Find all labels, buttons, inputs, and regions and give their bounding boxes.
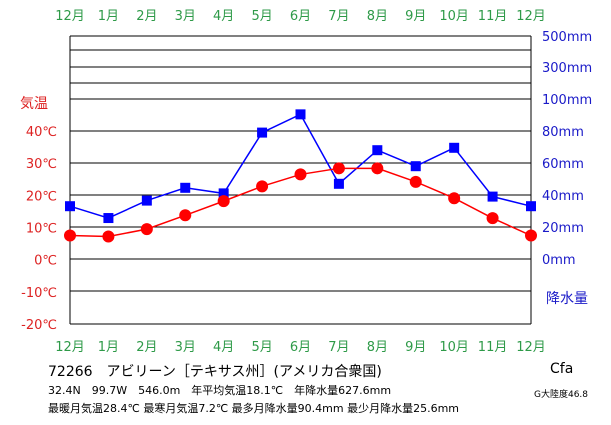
precipitation-axis-title: 降水量 (546, 291, 588, 307)
temperature-tick-label: 0℃ (34, 254, 57, 269)
month-label-top: 3月 (175, 9, 196, 24)
month-label-top: 8月 (367, 9, 388, 24)
precipitation-tick-label: 500mm (542, 30, 592, 45)
month-label-top: 6月 (290, 9, 311, 24)
temperature-tick-label: 20℃ (26, 189, 57, 204)
precipitation-marker (526, 201, 536, 212)
month-label-top: 1月 (98, 9, 119, 24)
precipitation-marker (65, 201, 75, 212)
month-label-top: 12月 (516, 9, 546, 24)
precipitation-tick-label: 80mm (542, 125, 584, 140)
temperature-marker (409, 175, 422, 188)
station-info: 72266 アビリーン［テキサス州］(アメリカ合衆国) (48, 364, 382, 380)
precipitation-tick-label: 100mm (542, 93, 592, 108)
precipitation-marker (103, 213, 114, 224)
precipitation-tick-label: 20mm (542, 221, 584, 236)
temperature-marker (525, 229, 537, 242)
temperature-tick-label: 40℃ (26, 125, 57, 140)
precipitation-marker (333, 178, 344, 189)
month-label-top: 7月 (328, 9, 349, 24)
temperature-tick-label: 10℃ (26, 222, 57, 237)
month-label-top: 10月 (439, 9, 469, 24)
month-label-bottom: 3月 (175, 340, 196, 355)
month-label-bottom: 4月 (213, 340, 234, 355)
temperature-tick-label: 30℃ (26, 157, 57, 172)
temperature-marker (102, 230, 115, 243)
precipitation-marker (449, 142, 460, 153)
month-label-bottom: 12月 (516, 340, 546, 355)
temperature-marker (64, 229, 76, 242)
precipitation-marker (218, 188, 229, 199)
temperature-marker (256, 180, 269, 193)
temperature-tick-label: -10℃ (21, 286, 57, 301)
temperature-marker (448, 192, 461, 205)
month-label-bottom: 8月 (367, 340, 388, 355)
extreme-values: 最暖月気温28.4℃ 最寒月気温7.2℃ 最多月降水量90.4mm 最少月降水量… (48, 402, 460, 415)
precipitation-tick-label: 60mm (542, 157, 584, 172)
month-label-top: 2月 (136, 9, 157, 24)
station-summary: 32.4N 99.7W 546.0m 年平均気温18.1℃ 年降水量627.6m… (48, 384, 392, 397)
month-label-bottom: 12月 (55, 340, 85, 355)
month-label-top: 12月 (55, 9, 85, 24)
precipitation-marker (487, 191, 498, 202)
temperature-marker (217, 195, 230, 208)
precipitation-marker (372, 145, 383, 156)
precipitation-marker (410, 161, 421, 172)
month-label-bottom: 10月 (439, 340, 469, 355)
month-label-bottom: 9月 (405, 340, 426, 355)
month-label-bottom: 7月 (328, 340, 349, 355)
precipitation-marker (257, 127, 268, 138)
continentality-index: G大陸度46.8 (534, 390, 589, 400)
month-label-bottom: 1月 (98, 340, 119, 355)
temperature-marker (179, 209, 192, 222)
month-label-bottom: 5月 (251, 340, 272, 355)
koppen-climate-code: Cfa (550, 361, 574, 377)
temperature-marker (486, 212, 499, 225)
month-label-top: 5月 (251, 9, 272, 24)
month-label-bottom: 6月 (290, 340, 311, 355)
precipitation-tick-label: 300mm (542, 61, 592, 76)
temperature-marker (371, 162, 384, 175)
precipitation-tick-label: 40mm (542, 189, 584, 204)
month-label-bottom: 11月 (478, 340, 508, 355)
month-label-top: 4月 (213, 9, 234, 24)
precipitation-marker (141, 195, 152, 206)
month-label-bottom: 2月 (136, 340, 157, 355)
precipitation-marker (295, 109, 306, 120)
month-label-top: 11月 (478, 9, 508, 24)
temperature-marker (140, 223, 153, 236)
temperature-axis-title: 気温 (20, 96, 48, 112)
temperature-tick-label: -20℃ (21, 318, 57, 333)
precipitation-marker (180, 182, 191, 193)
precipitation-tick-label: 0mm (542, 253, 576, 268)
temperature-marker (294, 168, 307, 181)
month-label-top: 9月 (405, 9, 426, 24)
temperature-marker (332, 162, 345, 175)
